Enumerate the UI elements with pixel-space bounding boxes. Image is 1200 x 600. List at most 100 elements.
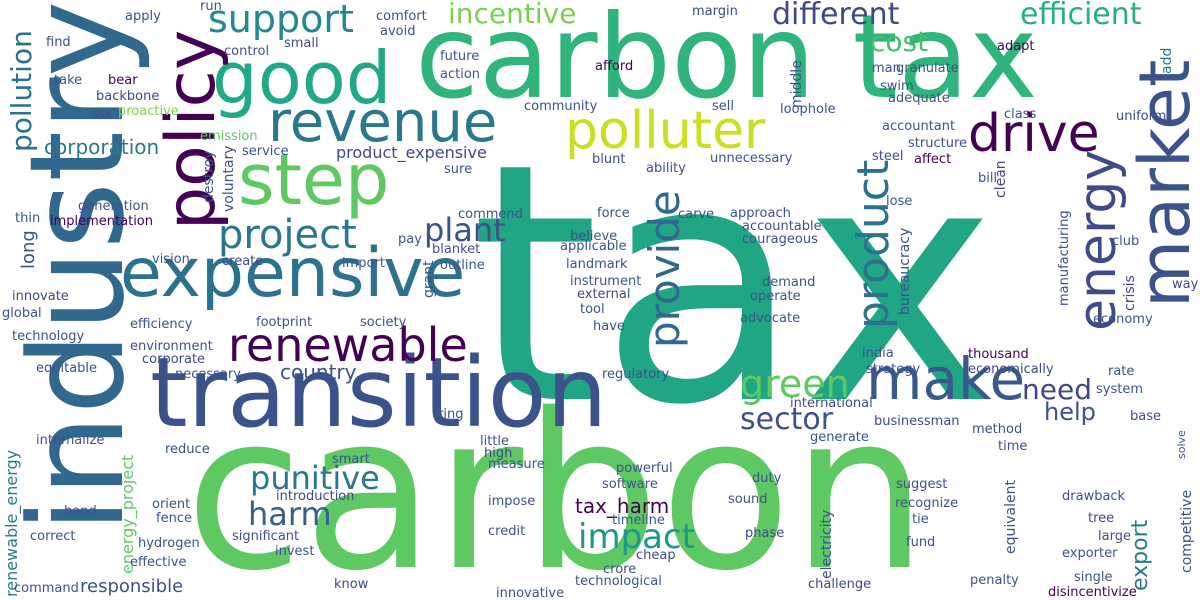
cloud-word: equivalent: [1003, 480, 1019, 554]
cloud-word: polluter: [565, 101, 766, 161]
cloud-word: effective: [130, 555, 187, 570]
cloud-word: punitive: [250, 459, 380, 497]
cloud-word: hydrogen: [138, 536, 200, 551]
cloud-word: duty: [752, 471, 782, 486]
cloud-word: destroy: [201, 150, 217, 203]
cloud-word: take: [54, 73, 83, 88]
cloud-word: carbon tax: [415, 0, 1038, 125]
cloud-word: margin: [692, 4, 738, 19]
cloud-word: environment: [130, 339, 213, 354]
cloud-word: correct: [30, 529, 76, 544]
cloud-word: service: [242, 144, 289, 159]
cloud-word: single: [1074, 570, 1113, 585]
cloud-word: crisis: [1122, 275, 1138, 311]
cloud-word: man: [872, 61, 901, 76]
cloud-word: time: [998, 439, 1028, 454]
cloud-word: blanket: [432, 242, 481, 257]
cloud-word: voluntary: [221, 145, 237, 212]
cloud-word: large: [1098, 529, 1131, 544]
cloud-word: comfort: [376, 9, 427, 24]
cloud-word: accountable: [742, 219, 822, 234]
cloud-word: ring: [438, 407, 464, 422]
cloud-word: drawback: [1062, 489, 1126, 504]
cloud-word: suggest: [896, 477, 948, 492]
cloud-word: revenue: [268, 90, 498, 155]
cloud-word: structure: [908, 136, 967, 151]
cloud-word: sure: [444, 162, 473, 177]
cloud-word: corporate: [142, 352, 206, 367]
cloud-word: step: [238, 139, 390, 221]
cloud-word: expensive: [120, 234, 466, 313]
cloud-word: tie: [912, 512, 929, 527]
cloud-word: bear: [108, 73, 138, 88]
cloud-word: technological: [575, 574, 662, 589]
cloud-word: equitable: [36, 361, 98, 376]
cloud-word: innovative: [496, 586, 565, 600]
cloud-word: strategy: [866, 362, 921, 377]
cloud-word: control: [224, 44, 270, 59]
cloud-word: measure: [488, 457, 545, 472]
cloud-word: community: [524, 99, 598, 114]
cloud-word: import: [342, 256, 385, 271]
cloud-word: technology: [12, 329, 85, 344]
cloud-word: courageous: [742, 232, 818, 247]
cloud-word: crore: [603, 562, 637, 577]
cloud-word: economically: [968, 362, 1054, 377]
cloud-word: instrument: [570, 274, 642, 289]
cloud-word: make: [866, 345, 1026, 413]
cloud-word: internalize: [36, 433, 105, 448]
cloud-word: base: [1130, 409, 1161, 424]
cloud-word: method: [972, 422, 1023, 437]
cloud-word: apply: [125, 9, 161, 24]
cloud-word: drive: [968, 104, 1100, 164]
cloud-word: swim: [880, 79, 914, 94]
cloud-word: emission: [200, 129, 258, 144]
cloud-word: command: [14, 581, 79, 596]
cloud-word: rate: [1108, 364, 1135, 379]
cloud-word: future: [440, 49, 480, 64]
cloud-word: proactive: [118, 104, 179, 119]
cloud-word: pollution: [5, 30, 38, 152]
cloud-word: fund: [906, 535, 936, 550]
cloud-word: adequate: [888, 91, 950, 106]
cloud-word: tree: [1088, 511, 1115, 526]
cloud-word: smart: [332, 452, 370, 467]
cloud-word: reduce: [165, 442, 210, 457]
cloud-word: uniform: [1116, 109, 1167, 124]
cloud-word: challenge: [808, 577, 872, 592]
cloud-word: approach: [730, 206, 791, 221]
cloud-word: phase: [745, 526, 785, 541]
cloud-word: cheap: [636, 548, 676, 563]
cloud-word: manufacturing: [1057, 210, 1072, 306]
cloud-word: international: [790, 396, 873, 411]
cloud-word: run: [200, 0, 222, 14]
cloud-word: invest: [275, 544, 315, 559]
cloud-word: action: [440, 67, 481, 82]
cloud-word: efficient: [1020, 0, 1142, 32]
cloud-word: bill: [978, 171, 998, 186]
cloud-word: add: [1159, 48, 1175, 75]
cloud-word: high: [484, 446, 513, 461]
cloud-word: introduction: [276, 489, 355, 504]
cloud-word: competitive: [1179, 490, 1195, 574]
cloud-word: unnecessary: [710, 151, 793, 166]
cloud-word: small: [284, 36, 319, 51]
cloud-word: significant: [232, 529, 300, 544]
cloud-word: generate: [810, 430, 869, 445]
cloud-word: thin: [15, 211, 41, 226]
cloud-word: steel: [872, 149, 904, 164]
cloud-word: club: [1112, 234, 1140, 249]
cloud-word: sector: [740, 402, 834, 437]
cloud-word: adapt: [997, 39, 1035, 54]
cloud-word: vision: [152, 252, 190, 267]
cloud-word: believe: [570, 229, 618, 244]
cloud-word: have: [593, 319, 625, 334]
cloud-word: granulate: [896, 61, 959, 76]
cloud-word: commend: [458, 207, 523, 222]
cloud-word: good: [212, 36, 392, 120]
cloud-word: responsible: [80, 576, 184, 597]
cloud-word: landmark: [566, 257, 628, 272]
cloud-word: software: [602, 477, 658, 492]
cloud-word: tax: [470, 93, 997, 477]
cloud-word: sound: [728, 492, 768, 507]
